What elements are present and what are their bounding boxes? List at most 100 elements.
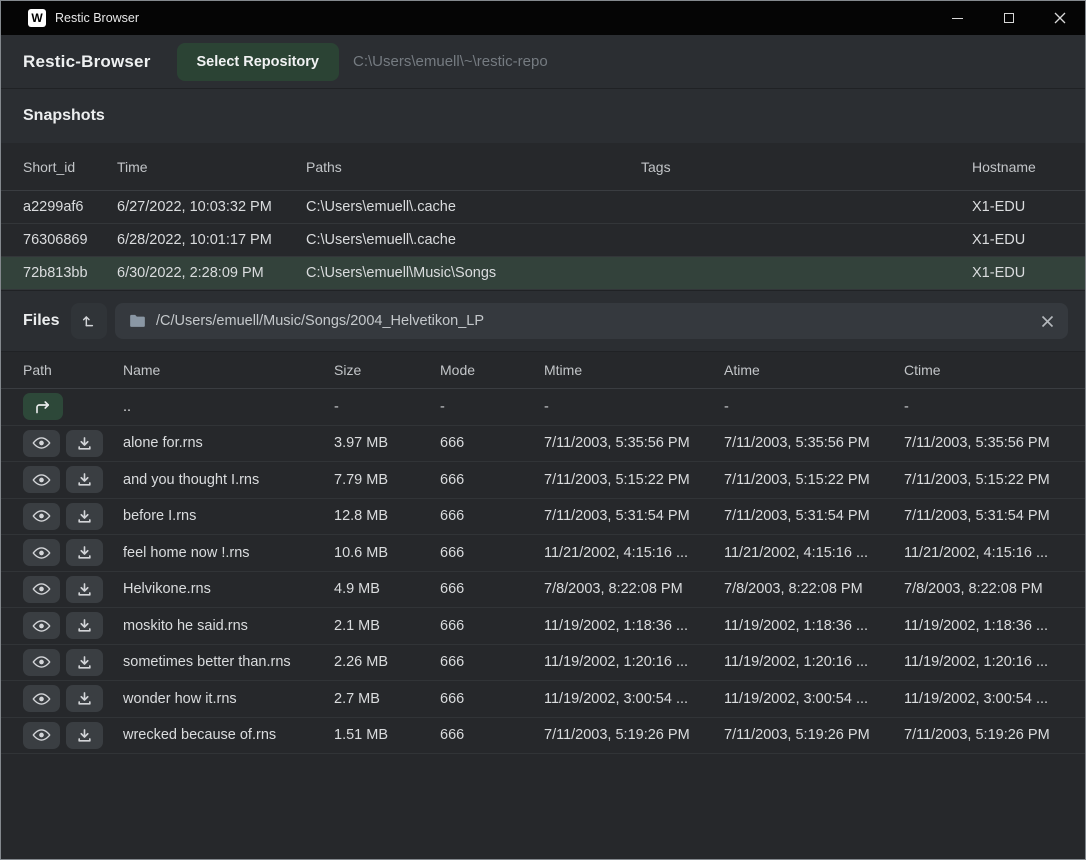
preview-file-button[interactable]	[23, 685, 60, 713]
files-bar: Files /C/Users/emuell/Music/Songs/2004_H…	[1, 290, 1085, 352]
download-file-button[interactable]	[66, 539, 103, 567]
files-table-header: Path Name Size Mode Mtime Atime Ctime	[1, 352, 1085, 389]
file-name: Helvikone.rns	[123, 581, 211, 598]
file-mode: 666	[440, 654, 465, 671]
file-size: 2.26 MB	[334, 654, 388, 671]
file-size: 10.6 MB	[334, 544, 388, 561]
file-name: wrecked because of.rns	[123, 727, 277, 744]
snapshot-row[interactable]: 72b813bb 6/30/2022, 2:28:09 PM C:\Users\em…	[1, 257, 1085, 290]
file-atime: 11/19/2002, 3:00:54 ...	[724, 690, 869, 707]
maximize-button[interactable]	[983, 1, 1034, 35]
column-path[interactable]: Path	[23, 362, 52, 378]
close-icon	[1054, 12, 1065, 24]
preview-file-button[interactable]	[23, 539, 60, 567]
files-path-value: /C/Users/emuell/Music/Songs/2004_Helveti…	[156, 313, 485, 329]
snapshot-time: 6/30/2022, 2:28:09 PM	[117, 265, 264, 281]
file-size: 7.79 MB	[334, 471, 388, 488]
download-icon	[78, 619, 91, 632]
preview-file-button[interactable]	[23, 648, 60, 676]
snapshot-row[interactable]: 76306869 6/28/2022, 10:01:17 PM C:\Users\e…	[1, 224, 1085, 257]
file-mtime: 11/19/2002, 1:18:36 ...	[544, 617, 689, 634]
repository-path[interactable]: C:\Users\emuell\~\restic-repo	[353, 53, 548, 70]
files-title: Files	[23, 312, 60, 329]
snapshot-time: 6/28/2022, 10:01:17 PM	[117, 232, 272, 248]
level-up-button[interactable]	[71, 303, 107, 339]
file-row[interactable]: wrecked because of.rns 1.51 MB 666 7/11/200…	[1, 718, 1085, 754]
files-path-input[interactable]: /C/Users/emuell/Music/Songs/2004_Helveti…	[115, 303, 1068, 339]
minimize-button[interactable]	[932, 1, 983, 35]
file-actions	[23, 575, 123, 603]
file-row[interactable]: and you thought I.rns 7.79 MB 666 7/11/2003…	[1, 462, 1085, 499]
preview-file-button[interactable]	[23, 721, 60, 749]
file-row[interactable]: Helvikone.rns 4.9 MB 666 7/8/2003, 8:22:08 …	[1, 572, 1085, 608]
download-file-button[interactable]	[66, 648, 103, 676]
file-row[interactable]: before I.rns 12.8 MB 666 7/11/2003, 5:31:54…	[1, 499, 1085, 535]
snapshot-hostname: X1-EDU	[972, 265, 1026, 281]
file-row[interactable]: alone for.rns 3.97 MB 666 7/11/2003, 5:35:5…	[1, 426, 1085, 462]
select-repository-button[interactable]: Select Repository	[176, 42, 340, 81]
download-file-button[interactable]	[66, 575, 103, 603]
file-row[interactable]: feel home now !.rns 10.6 MB 666 11/21/2002,…	[1, 535, 1085, 572]
snapshots-section-header: Snapshots	[1, 89, 1085, 143]
go-up-directory-button[interactable]	[23, 393, 63, 421]
column-mtime[interactable]: Mtime	[544, 362, 583, 378]
column-time[interactable]: Time	[117, 158, 148, 175]
eye-icon	[32, 546, 51, 559]
window-title: Restic Browser	[55, 11, 140, 25]
file-mode: 666	[440, 690, 465, 707]
toolbar: Restic-Browser Select Repository C:\User…	[1, 35, 1085, 89]
file-mtime: 11/19/2002, 1:20:16 ...	[544, 654, 689, 671]
parent-directory-row[interactable]: .. - - - - -	[1, 389, 1085, 426]
file-mtime: 7/11/2003, 5:31:54 PM	[544, 508, 690, 525]
file-mtime: 7/11/2003, 5:19:26 PM	[544, 727, 690, 744]
download-icon	[78, 692, 91, 705]
column-tags[interactable]: Tags	[641, 158, 671, 175]
file-mtime: 11/19/2002, 3:00:54 ...	[544, 690, 689, 707]
column-atime[interactable]: Atime	[724, 362, 760, 378]
preview-file-button[interactable]	[23, 575, 60, 603]
column-size[interactable]: Size	[334, 362, 362, 378]
column-ctime[interactable]: Ctime	[904, 362, 941, 378]
download-file-button[interactable]	[66, 502, 103, 530]
file-name: wonder how it.rns	[123, 690, 237, 707]
column-paths[interactable]: Paths	[306, 158, 342, 175]
eye-icon	[32, 437, 51, 450]
preview-file-button[interactable]	[23, 612, 60, 640]
download-file-button[interactable]	[66, 721, 103, 749]
file-mode: 666	[440, 581, 465, 598]
file-ctime: 11/19/2002, 1:18:36 ...	[904, 617, 1049, 634]
file-ctime: 11/19/2002, 3:00:54 ...	[904, 690, 1049, 707]
snapshot-hostname: X1-EDU	[972, 232, 1026, 248]
download-icon	[78, 582, 91, 596]
file-name: feel home now !.rns	[123, 544, 250, 561]
snapshot-row[interactable]: a2299af6 6/27/2022, 10:03:32 PM C:\Users\e…	[1, 191, 1085, 224]
column-short-id[interactable]: Short_id	[23, 158, 76, 175]
column-name[interactable]: Name	[123, 362, 161, 378]
preview-file-button[interactable]	[23, 429, 60, 457]
file-atime: -	[724, 398, 729, 415]
file-row[interactable]: sometimes better than.rns 2.26 MB 666 11/19…	[1, 645, 1085, 681]
file-mtime: 7/11/2003, 5:35:56 PM	[544, 435, 690, 452]
folder-icon	[130, 314, 145, 327]
file-name: alone for.rns	[123, 435, 203, 452]
download-file-button[interactable]	[66, 429, 103, 457]
close-button[interactable]	[1034, 1, 1085, 35]
column-mode[interactable]: Mode	[440, 362, 476, 378]
file-atime: 7/11/2003, 5:15:22 PM	[724, 471, 870, 488]
download-file-button[interactable]	[66, 612, 103, 640]
clear-path-icon[interactable]	[1041, 315, 1054, 328]
file-row[interactable]: wonder how it.rns 2.7 MB 666 11/19/2002, 3:…	[1, 681, 1085, 718]
column-hostname[interactable]: Hostname	[972, 158, 1036, 175]
download-file-button[interactable]	[66, 685, 103, 713]
download-file-button[interactable]	[66, 466, 103, 494]
file-actions	[23, 429, 123, 457]
download-icon	[78, 436, 91, 450]
file-ctime: 7/11/2003, 5:15:22 PM	[904, 471, 1050, 488]
file-mode: 666	[440, 471, 465, 488]
level-up-icon	[82, 316, 94, 327]
preview-file-button[interactable]	[23, 466, 60, 494]
file-atime: 7/11/2003, 5:31:54 PM	[724, 508, 870, 525]
file-row[interactable]: moskito he said.rns 2.1 MB 666 11/19/2002, …	[1, 608, 1085, 645]
file-size: 1.51 MB	[334, 727, 388, 744]
preview-file-button[interactable]	[23, 502, 60, 530]
